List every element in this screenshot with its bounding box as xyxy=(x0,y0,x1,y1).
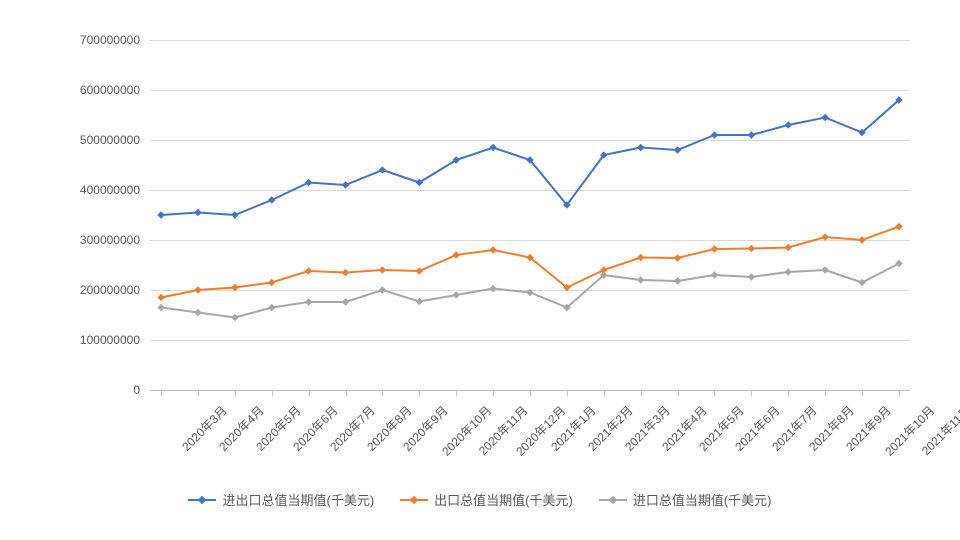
legend-swatch xyxy=(599,494,627,506)
series-marker xyxy=(416,268,422,274)
line-chart: 0 100000000 200000000 300000000 400000000 500… xyxy=(0,0,960,540)
series-marker xyxy=(711,132,717,138)
series-marker xyxy=(195,210,201,216)
series-marker xyxy=(638,277,644,283)
series-marker xyxy=(785,245,791,251)
legend-swatch xyxy=(400,494,428,506)
x-tick xyxy=(530,390,531,396)
series-marker xyxy=(158,295,164,301)
series-marker xyxy=(232,285,238,291)
x-tick xyxy=(567,390,568,396)
series-marker xyxy=(158,305,164,311)
legend: 进出口总值当期值(千美元) 出口总值当期值(千美元) 进口总值当期值(千美元) xyxy=(0,490,960,509)
legend-item: 出口总值当期值(千美元) xyxy=(400,490,573,509)
x-tick xyxy=(198,390,199,396)
series-marker xyxy=(527,290,533,296)
series-marker xyxy=(379,267,385,273)
series-marker xyxy=(306,299,312,305)
series-marker xyxy=(195,287,201,293)
series-marker xyxy=(748,132,754,138)
x-tick xyxy=(714,390,715,396)
y-tick-label: 0 xyxy=(0,383,140,397)
x-tick xyxy=(641,390,642,396)
series-marker xyxy=(748,246,754,252)
series-marker xyxy=(675,278,681,284)
series-marker xyxy=(785,269,791,275)
series-marker xyxy=(269,280,275,286)
series-marker xyxy=(711,246,717,252)
series-marker xyxy=(232,212,238,218)
series-marker xyxy=(822,115,828,121)
series-marker xyxy=(675,255,681,261)
legend-label: 进出口总值当期值(千美元) xyxy=(222,490,374,509)
series-marker xyxy=(711,272,717,278)
series-marker xyxy=(306,268,312,274)
x-tick xyxy=(161,390,162,396)
x-tick xyxy=(493,390,494,396)
series-marker xyxy=(638,145,644,151)
series-layer xyxy=(150,40,910,390)
x-tick xyxy=(309,390,310,396)
x-tick xyxy=(419,390,420,396)
series-marker xyxy=(343,270,349,276)
series-marker xyxy=(490,286,496,292)
x-tick xyxy=(678,390,679,396)
series-marker xyxy=(675,147,681,153)
series-marker xyxy=(490,247,496,253)
series-marker xyxy=(453,252,459,258)
series-marker xyxy=(896,224,902,230)
x-tick xyxy=(788,390,789,396)
x-tick xyxy=(862,390,863,396)
legend-item: 进出口总值当期值(千美元) xyxy=(188,490,374,509)
y-tick-label: 700000000 xyxy=(0,33,140,47)
x-tick xyxy=(825,390,826,396)
y-tick-label: 500000000 xyxy=(0,133,140,147)
x-tick xyxy=(382,390,383,396)
series-marker xyxy=(490,145,496,151)
y-tick-label: 400000000 xyxy=(0,183,140,197)
series-line xyxy=(161,227,899,298)
series-marker xyxy=(195,310,201,316)
x-tick xyxy=(272,390,273,396)
x-tick xyxy=(346,390,347,396)
series-marker xyxy=(379,167,385,173)
legend-label: 进口总值当期值(千美元) xyxy=(633,490,772,509)
series-marker xyxy=(453,292,459,298)
legend-label: 出口总值当期值(千美元) xyxy=(434,490,573,509)
x-tick xyxy=(235,390,236,396)
x-tick xyxy=(456,390,457,396)
y-tick-label: 200000000 xyxy=(0,283,140,297)
series-marker xyxy=(269,305,275,311)
series-marker xyxy=(379,287,385,293)
series-marker xyxy=(343,299,349,305)
x-tick xyxy=(751,390,752,396)
series-marker xyxy=(343,182,349,188)
plot-area xyxy=(150,40,910,390)
y-tick-label: 600000000 xyxy=(0,83,140,97)
series-marker xyxy=(785,122,791,128)
series-marker xyxy=(859,237,865,243)
legend-swatch xyxy=(188,494,216,506)
series-marker xyxy=(158,212,164,218)
y-tick-label: 300000000 xyxy=(0,233,140,247)
series-marker xyxy=(416,299,422,305)
y-tick-label: 100000000 xyxy=(0,333,140,347)
x-tick xyxy=(899,390,900,396)
series-marker xyxy=(232,315,238,321)
x-tick xyxy=(604,390,605,396)
series-marker xyxy=(822,234,828,240)
series-marker xyxy=(822,267,828,273)
legend-item: 进口总值当期值(千美元) xyxy=(599,490,772,509)
series-marker xyxy=(638,255,644,261)
series-marker xyxy=(748,274,754,280)
